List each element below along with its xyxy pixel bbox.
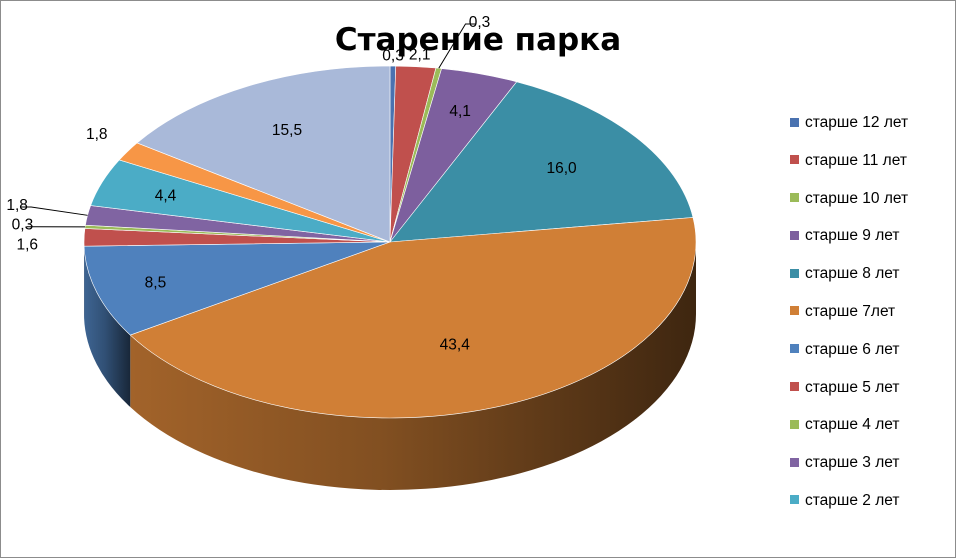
chart-title-text: Старение парка [334, 22, 622, 58]
legend-item-2: старше 10 лет [790, 188, 908, 226]
legend-label-0: старше 12 лет [805, 114, 909, 131]
legend-item-8: старше 4 лет [790, 414, 908, 452]
leader-line-9 [21, 206, 88, 216]
legend-label-2: старше 10 лет [805, 189, 909, 207]
legend-swatch-8 [790, 419, 799, 429]
legend-item-5: старше 7лет [790, 301, 908, 339]
legend-item-9: старше 3 лет [790, 452, 908, 490]
data-label-12: 15,5 [272, 122, 302, 139]
data-label-6: 8,5 [145, 274, 167, 291]
legend-label-8: старше 4 лет [805, 416, 900, 434]
legend-swatch-3 [790, 230, 799, 240]
data-label-10: 4,4 [155, 187, 177, 204]
legend-swatch-5 [790, 306, 799, 316]
data-label-9: 1,8 [6, 197, 28, 214]
legend-item-7: старше 5 лет [790, 377, 908, 415]
leader-line-2 [438, 23, 476, 69]
legend-item-3: старше 9 лет [790, 225, 908, 263]
pie-slice-4 [389, 81, 694, 243]
legend-label-5: старше 7лет [805, 302, 896, 320]
data-label-4: 16,0 [546, 160, 577, 177]
data-label-0: 0,3 [382, 47, 404, 64]
legend-swatch-1 [790, 155, 799, 165]
legend-item-6: старше 6 лет [790, 339, 908, 377]
legend-swatch-6 [790, 344, 799, 354]
pie-slice-5 [129, 217, 697, 419]
pie-slice-6 [83, 241, 391, 336]
legend-swatch-2 [790, 193, 799, 203]
legend-label-7: старше 5 лет [805, 378, 900, 396]
data-label-11: 1,8 [86, 126, 108, 143]
legend-swatch-7 [790, 382, 799, 392]
legend-swatch-9 [790, 457, 799, 467]
legend-swatch-10 [790, 495, 799, 505]
legend-swatch-0 [790, 117, 799, 127]
legend-label-10: старше 2 лет [805, 491, 900, 509]
pie-slice-12 [136, 65, 391, 243]
data-label-5: 43,4 [440, 337, 471, 354]
chart-legend: старше 12 лет старше 11 лет старше 10 лет с… [790, 112, 908, 528]
legend-label-6: старше 6 лет [805, 340, 900, 358]
legend-item-10: старше 2 лет [790, 490, 908, 528]
legend-item-0: старше 12 лет [790, 112, 908, 150]
data-label-1: 2,1 [409, 46, 431, 63]
legend-label-4: старше 8 лет [805, 265, 900, 283]
legend-swatch-4 [790, 268, 799, 278]
legend-label-1: старше 11 лет [805, 151, 907, 169]
legend-item-4: старше 8 лет [790, 263, 908, 301]
legend-label-3: старше 9 лет [805, 227, 900, 245]
pie-side-6 [84, 246, 131, 408]
legend-item-1: старше 11 лет [790, 150, 908, 188]
legend-label-9: старше 3 лет [805, 454, 900, 472]
data-label-7: 1,6 [17, 237, 39, 254]
data-label-8: 0,3 [12, 217, 34, 234]
chart-title: Старение парка [0, 22, 956, 58]
data-label-2: 0,3 [469, 14, 491, 31]
pie-side-5 [130, 242, 697, 491]
data-label-3: 4,1 [449, 103, 471, 120]
